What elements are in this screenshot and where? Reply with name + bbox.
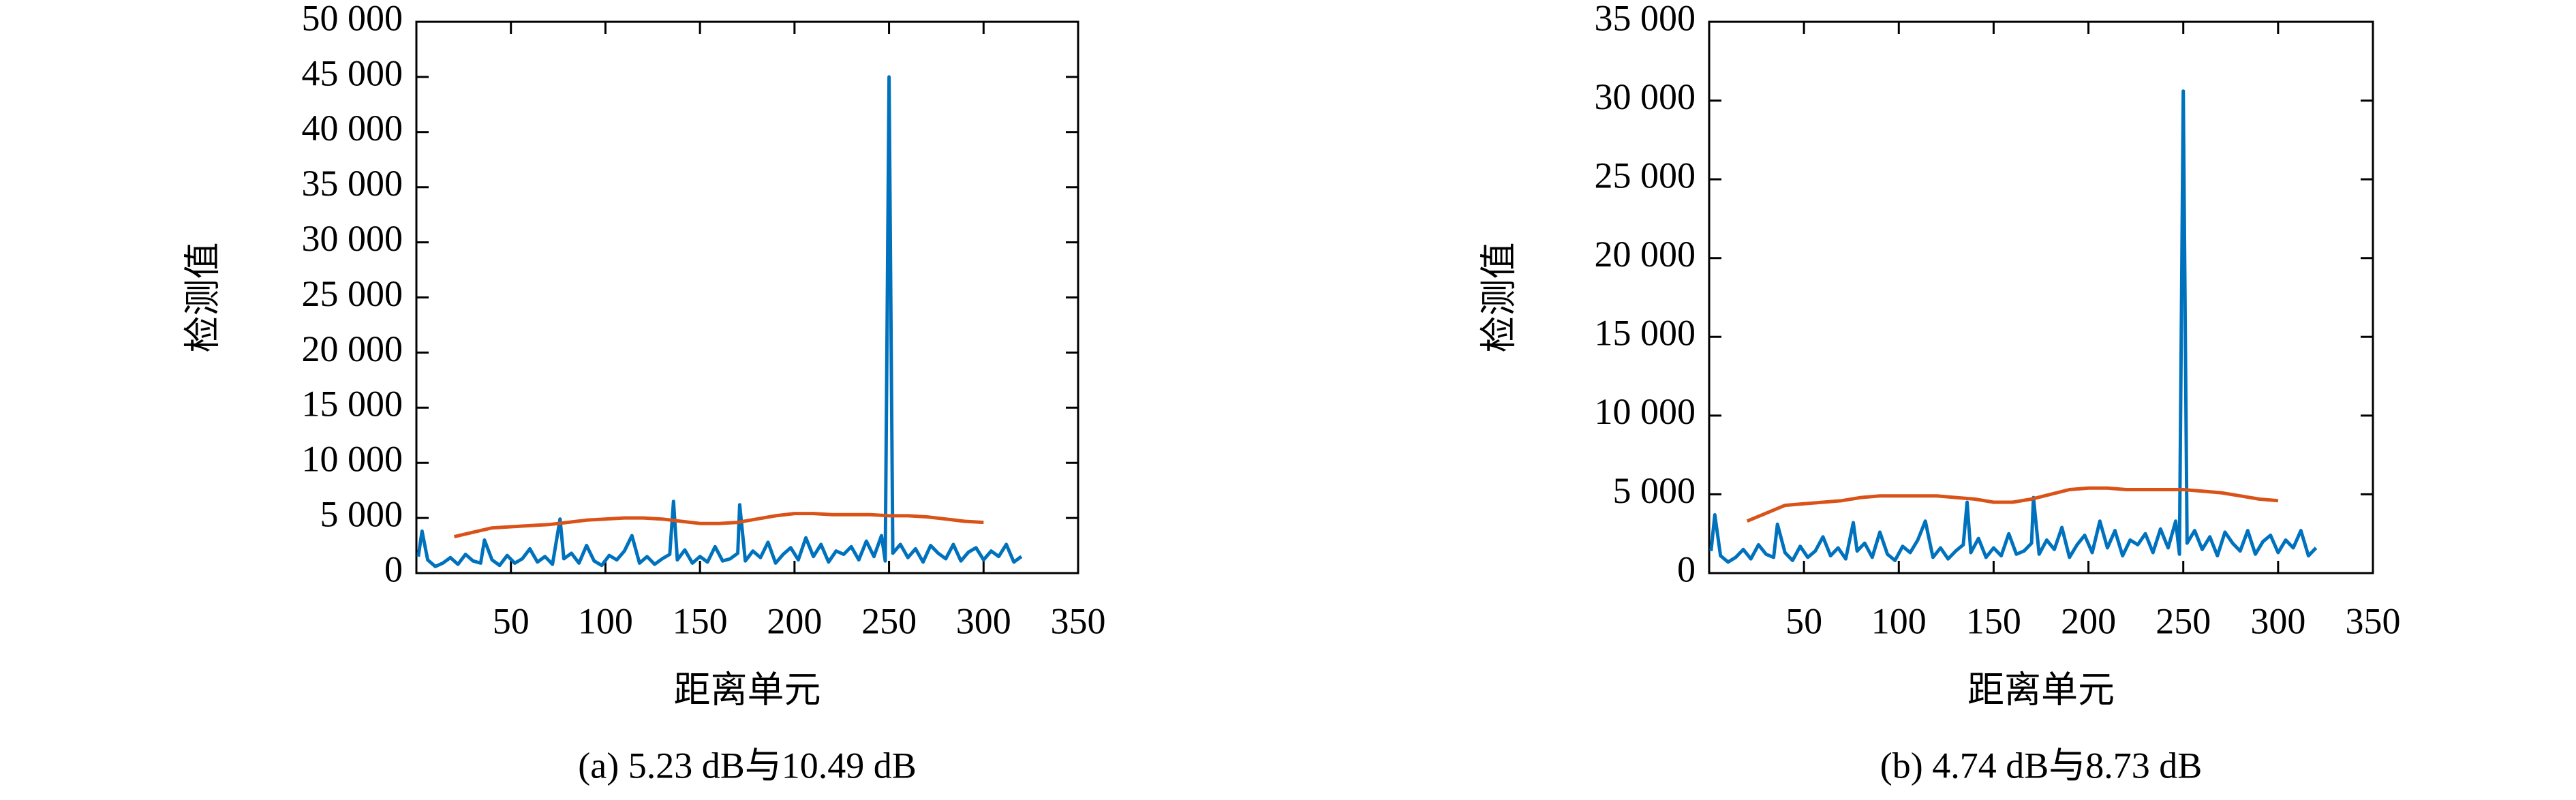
y-tick-label: 50 000 — [302, 0, 403, 38]
y-tick-label: 25 000 — [1595, 155, 1696, 196]
x-tick-label: 300 — [2250, 600, 2305, 641]
x-tick-label: 50 — [493, 600, 530, 641]
y-axis-label: 检测值 — [182, 243, 223, 353]
x-tick-label: 100 — [578, 600, 633, 641]
x-tick-label: 350 — [2346, 600, 2401, 641]
x-tick-label: 300 — [956, 600, 1011, 641]
x-tick-label: 50 — [1785, 600, 1822, 641]
y-tick-label: 45 000 — [302, 52, 403, 93]
data-line — [416, 75, 1023, 568]
data-line — [453, 512, 984, 539]
x-tick-label: 150 — [1966, 600, 2021, 641]
y-tick-label: 0 — [1677, 549, 1696, 589]
y-tick-label: 10 000 — [1595, 391, 1696, 432]
caption: (b) 4.74 dB与8.73 dB — [1880, 745, 2203, 786]
caption: (a) 5.23 dB与10.49 dB — [578, 745, 916, 786]
x-tick-label: 200 — [767, 600, 822, 641]
y-tick-label: 5 000 — [320, 493, 403, 534]
plot-frame — [1708, 20, 2374, 574]
y-tick-label: 35 000 — [302, 163, 403, 204]
y-tick-label: 15 000 — [1595, 313, 1696, 354]
x-tick-label: 200 — [2061, 600, 2116, 641]
y-tick-label: 30 000 — [302, 218, 403, 259]
y-axis-label: 检测值 — [1478, 243, 1519, 353]
y-tick-label: 40 000 — [302, 108, 403, 149]
x-tick-label: 150 — [673, 600, 728, 641]
data-line — [1709, 89, 2318, 564]
x-tick-label: 250 — [861, 600, 917, 641]
x-axis-label: 距离单元 — [1967, 669, 2115, 710]
y-tick-label: 20 000 — [1595, 234, 1696, 275]
y-tick-label: 5 000 — [1613, 470, 1696, 511]
y-tick-label: 20 000 — [302, 328, 403, 369]
x-tick-label: 250 — [2156, 600, 2211, 641]
y-tick-label: 0 — [384, 549, 403, 589]
y-tick-label: 10 000 — [302, 439, 403, 480]
y-tick-label: 35 000 — [1595, 0, 1696, 38]
x-tick-label: 100 — [1871, 600, 1927, 641]
x-tick-label: 350 — [1051, 600, 1106, 641]
y-tick-label: 30 000 — [1595, 76, 1696, 117]
y-tick-label: 25 000 — [302, 273, 403, 314]
data-line — [1746, 486, 2279, 523]
x-axis-label: 距离单元 — [674, 669, 821, 710]
y-tick-label: 15 000 — [302, 384, 403, 425]
plot-frame — [415, 20, 1079, 574]
